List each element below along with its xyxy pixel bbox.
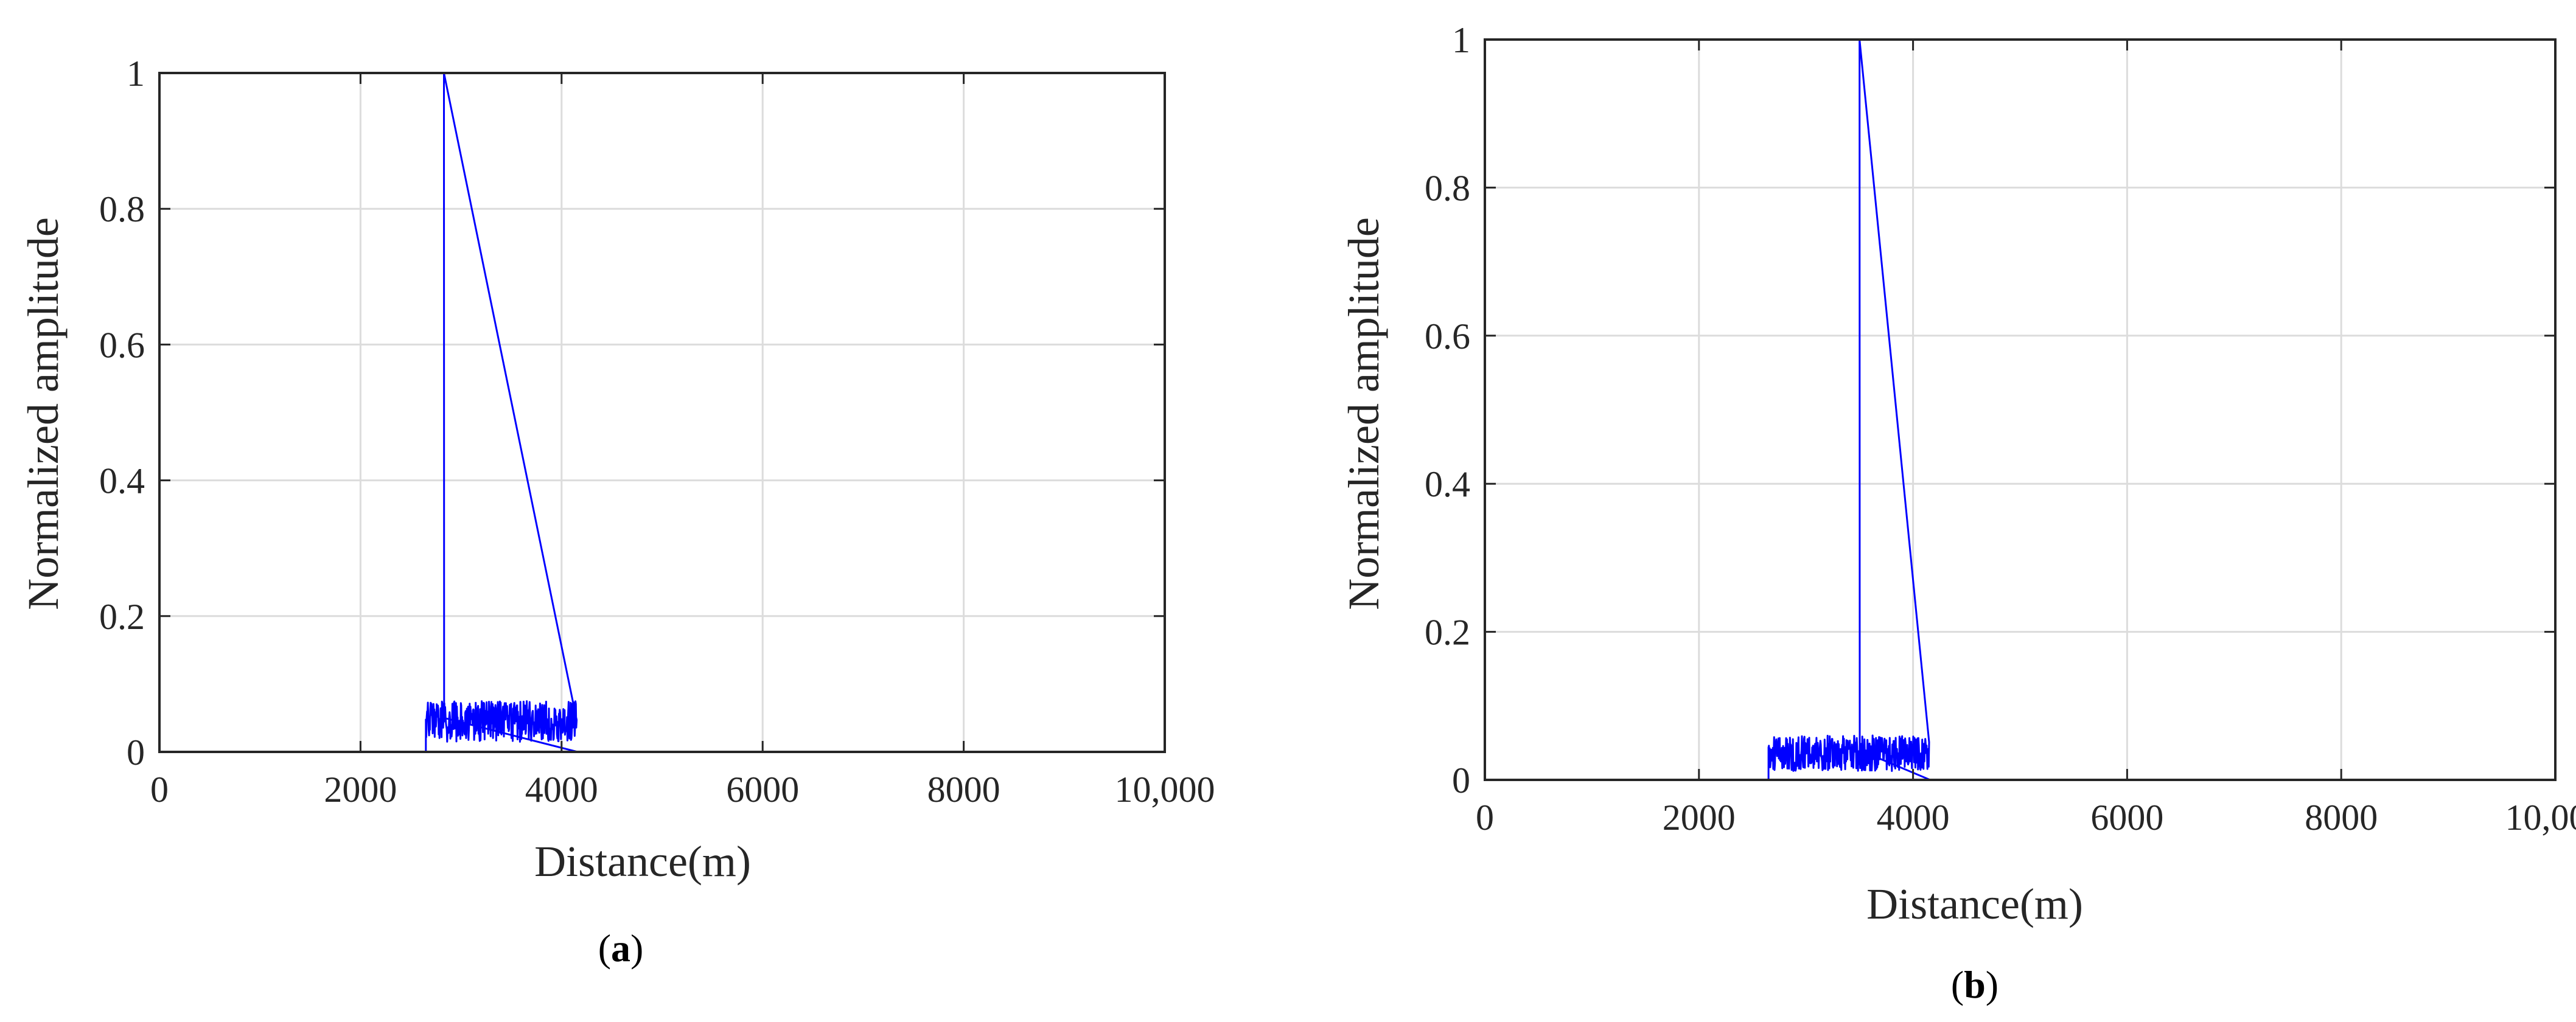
panel-b-ytick-label-2: 0.4 [1425,464,1470,504]
panel-b-ytick-label-3: 0.6 [1425,316,1470,356]
panel-a-ytick-label-1: 0.2 [99,597,145,637]
panel-a-xtick-label-4: 8000 [927,770,1000,810]
panel-a-ytick-label-5: 1 [127,54,145,94]
panel-b-xtick-label-5: 10,000 [2505,798,2576,838]
panel-a-ytick-label-2: 0.4 [99,461,145,501]
panel-b-ylabel: Normalized amplitude [1339,217,1388,610]
panel-a-xtick-label-5: 10,000 [1115,770,1215,810]
panel-a-axes-box [158,72,1166,753]
panel-a-xtick-label-0: 0 [150,770,169,810]
panel-a-xtick-label-3: 6000 [726,770,799,810]
chart-panel-a: 0 2000 4000 6000 8000 10,000 0 0.2 0.4 0.6 0.8 1 [99,54,1215,810]
panel-a-ylabel: Normalized amplitude [19,217,68,610]
panel-a-ytick-label-0: 0 [127,732,145,773]
panel-b-signal-line [1485,38,2449,781]
panel-a-ytick-label-3: 0.6 [99,325,145,365]
panel-a-xtick-label-2: 4000 [525,770,598,810]
panel-a-plot-area [159,73,1165,752]
panel-b-ytick-label-5: 1 [1452,20,1470,60]
panel-b-xtick-label-3: 6000 [2090,798,2163,838]
panel-b-xtick-label-1: 2000 [1663,798,1736,838]
panel-a-signal-line [159,72,1064,753]
panel-b-xtick-label-0: 0 [1476,798,1494,838]
panel-a-ytick-label-4: 0.8 [99,189,145,229]
panel-a-xlabel: Distance(m) [534,837,751,886]
panel-a-xtick-label-1: 2000 [324,770,397,810]
panel-b-axes-box [1484,38,2557,781]
panel-b-xlabel: Distance(m) [1866,880,2083,928]
chart-panel-b: 0 2000 4000 6000 8000 10,000 0 0.2 0.4 0.6 0.8 1 [1425,20,2576,838]
panel-b-plot-area [1485,40,2555,780]
panel-b-xtick-label-4: 8000 [2305,798,2378,838]
panel-b-xtick-label-2: 4000 [1877,798,1950,838]
panel-b-ytick-label-1: 0.2 [1425,613,1470,653]
panel-b-ytick-label-0: 0 [1452,760,1470,801]
panel-b-ytick-label-4: 0.8 [1425,168,1470,208]
panel-b-caption: (b) [1951,963,1998,1006]
panel-a-caption: (a) [598,926,644,970]
